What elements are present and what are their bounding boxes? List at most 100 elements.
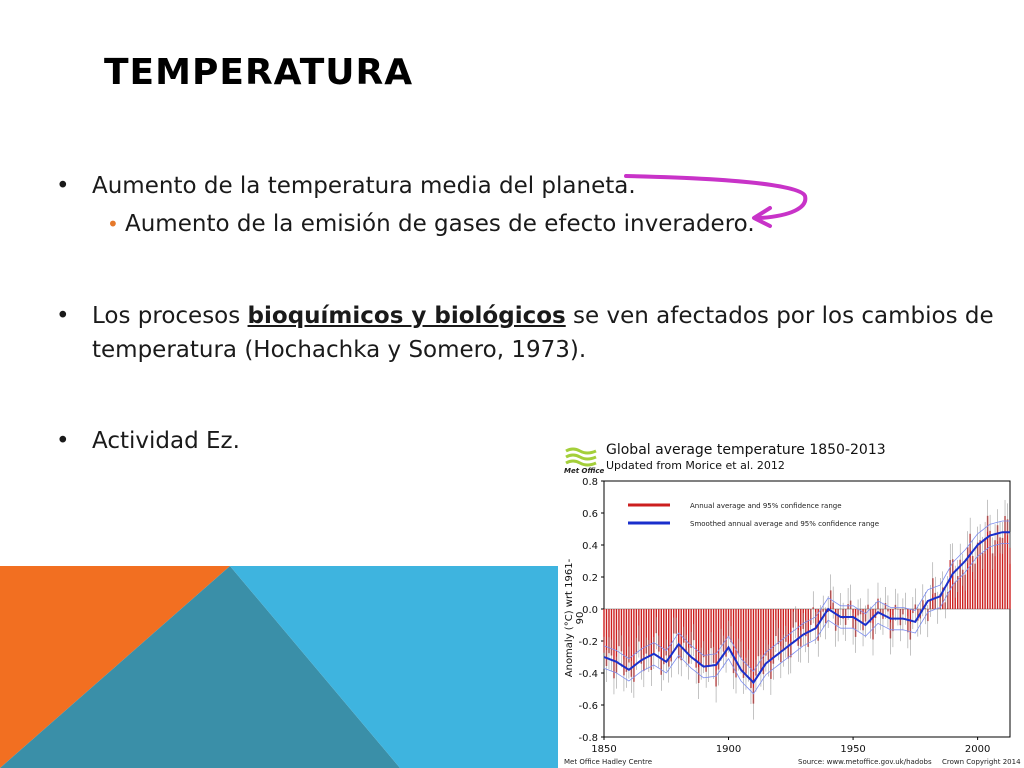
- annual-bar: [742, 609, 745, 678]
- annual-bar: [707, 609, 710, 666]
- annual-bar: [952, 559, 954, 609]
- annual-bar: [956, 576, 959, 609]
- annual-bar: [747, 609, 750, 666]
- annual-bar: [735, 609, 737, 678]
- annual-bar: [777, 609, 780, 645]
- bullet-1: • Aumento de la temperatura media del pl…: [56, 169, 636, 203]
- x-tick-label: 1900: [716, 744, 741, 755]
- bullet-dot: •: [56, 428, 70, 454]
- annual-bar: [964, 574, 966, 609]
- annual-bar: [630, 609, 633, 677]
- annual-bar: [1009, 547, 1011, 609]
- annual-bar: [767, 609, 770, 661]
- annual-bar: [638, 609, 640, 642]
- bullet-1-text: Aumento de la temperatura media del plan…: [92, 173, 636, 199]
- annual-bar: [712, 609, 715, 663]
- annual-bar: [625, 609, 628, 672]
- slide-title: TEMPERATURA: [104, 52, 414, 93]
- annual-bar: [623, 609, 625, 676]
- y-tick-label: 0.0: [582, 605, 598, 616]
- annual-bar: [762, 609, 765, 675]
- annual-bar: [996, 525, 999, 609]
- y-tick-label: 0.4: [582, 541, 598, 552]
- annual-bar: [986, 515, 989, 609]
- annual-bar: [685, 609, 687, 651]
- annual-bar: [765, 609, 767, 656]
- annual-bar: [785, 609, 787, 642]
- smoothed-line: [603, 531, 1010, 685]
- annual-bar: [961, 569, 964, 609]
- annual-bar: [695, 609, 697, 668]
- bullet-3: • Actividad Ez.: [56, 424, 240, 458]
- annual-bar: [732, 609, 735, 674]
- footer-left: Met Office Hadley Centre: [564, 758, 652, 766]
- y-tick-label: -0.6: [578, 701, 598, 712]
- annual-bar: [613, 609, 615, 679]
- bullet-1-sub-text: Aumento de la emisión de gases de efecto…: [125, 211, 755, 237]
- annual-bar: [653, 609, 655, 653]
- annual-bar: [670, 609, 672, 662]
- footer-source: Source: www.metoffice.gov.uk/hadobs: [798, 758, 932, 766]
- annual-bar: [608, 609, 610, 654]
- legend-label: Annual average and 95% confidence range: [690, 502, 842, 510]
- annual-bar: [687, 609, 690, 664]
- y-tick-label: 0.2: [582, 573, 598, 584]
- annual-bar: [994, 540, 996, 609]
- annual-bar: [959, 559, 961, 609]
- bullet-1-sub: • Aumento de la emisión de gases de efec…: [107, 207, 755, 241]
- x-tick-label: 2000: [965, 744, 990, 755]
- annual-bar: [974, 563, 976, 609]
- corner-decoration: [0, 566, 560, 768]
- annual-bar: [989, 530, 991, 609]
- annual-bar: [757, 609, 760, 657]
- y-tick-label: -0.4: [578, 669, 598, 680]
- y-tick-label: 0.6: [582, 509, 598, 520]
- annual-bar: [725, 609, 727, 657]
- annual-bar: [683, 609, 685, 643]
- annual-bar: [603, 609, 605, 653]
- annual-bar: [690, 609, 692, 648]
- y-tick-label: -0.2: [578, 637, 598, 648]
- annual-bar: [680, 609, 682, 661]
- annual-bar: [605, 609, 608, 667]
- annual-bar: [976, 542, 979, 609]
- annual-bar: [663, 609, 665, 665]
- bullet-2-line2: temperatura (Hochachka y Somero, 1973).: [92, 337, 587, 363]
- annual-bar: [971, 555, 974, 609]
- annual-bar: [620, 609, 623, 652]
- annual-bar: [1004, 515, 1006, 609]
- annual-bar: [737, 609, 740, 655]
- chart-subtitle: Updated from Morice et al. 2012: [606, 459, 785, 472]
- annual-bar: [807, 609, 809, 647]
- annual-bar: [999, 537, 1001, 609]
- annual-bar: [722, 609, 725, 652]
- annual-bar: [615, 609, 618, 673]
- annual-bar: [800, 609, 802, 647]
- chart-title: Global average temperature 1850-2013: [606, 442, 886, 458]
- annual-bar: [628, 609, 630, 663]
- annual-bar: [720, 609, 722, 645]
- annual-bar: [750, 609, 752, 689]
- annual-bar: [740, 609, 742, 658]
- annual-bar: [645, 609, 648, 654]
- annual-bar: [1006, 519, 1009, 609]
- annual-bar: [755, 609, 757, 676]
- y-tick-label: -0.8: [578, 733, 598, 744]
- annual-bar: [745, 609, 747, 674]
- annual-bar: [658, 609, 660, 652]
- annual-bar: [618, 609, 620, 647]
- annual-bar: [760, 609, 762, 671]
- annual-bar: [700, 609, 702, 664]
- annual-bar: [635, 609, 638, 654]
- annual-bar: [981, 552, 984, 609]
- annual-bar: [697, 609, 700, 684]
- legend-label: Smoothed annual average and 95% confiden…: [690, 520, 879, 528]
- x-tick-label: 1850: [591, 744, 616, 755]
- annual-bar: [969, 533, 971, 609]
- annual-bar: [715, 609, 717, 687]
- annual-bar: [984, 537, 986, 609]
- y-tick-label: 0.8: [582, 477, 598, 488]
- annual-bar: [643, 609, 645, 672]
- annual-bar: [730, 609, 732, 643]
